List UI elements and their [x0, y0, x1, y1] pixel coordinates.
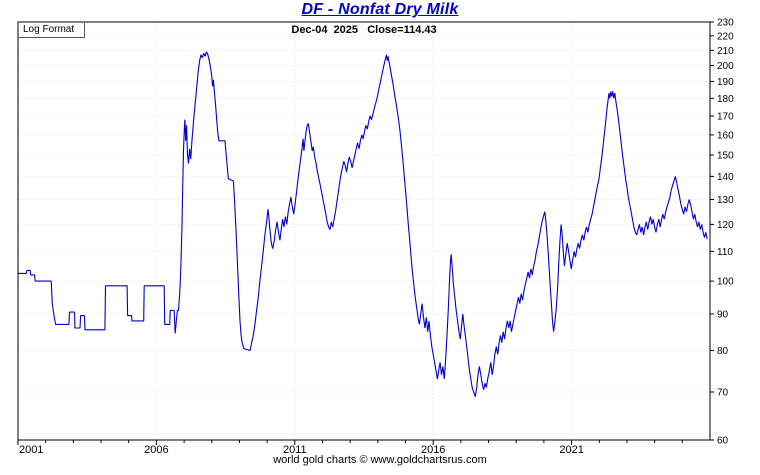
y-axis-label: 120	[717, 220, 734, 231]
x-axis-label: 2016	[421, 444, 445, 456]
footer-credit: world gold charts © www.goldchartsrus.co…	[273, 454, 487, 466]
y-axis-label: 170	[717, 112, 734, 123]
y-axis-label: 60	[717, 436, 729, 447]
x-axis-label: 2006	[144, 444, 168, 456]
y-axis-label: 150	[717, 151, 734, 162]
plot-border	[17, 21, 711, 441]
y-axis-label: 90	[717, 309, 729, 320]
y-axis-label: 200	[717, 61, 734, 72]
x-axis-label: 2001	[19, 444, 43, 456]
chart-subtitle: Dec-04 2025 Close=114.43	[291, 24, 437, 36]
x-axis-label: 2011	[283, 444, 307, 456]
plot-area	[18, 22, 710, 440]
y-axis-label: 130	[717, 195, 734, 206]
y-axis-label: 140	[717, 172, 734, 183]
y-axis-label: 100	[717, 277, 734, 288]
y-axis-label: 70	[717, 388, 729, 399]
y-axis-label: 190	[717, 77, 734, 88]
y-axis-label: 110	[717, 247, 733, 258]
scale-label: Log Format	[19, 23, 86, 38]
y-axis-label: 180	[717, 94, 734, 105]
price-line	[18, 51, 708, 397]
chart-title: DF - Nonfat Dry Milk	[301, 1, 459, 18]
y-axis-label: 160	[717, 130, 734, 141]
y-axis-label: 230	[717, 18, 734, 29]
y-axis-label: 210	[717, 46, 734, 57]
y-axis-label: 80	[717, 346, 729, 357]
y-axis-label: 220	[717, 31, 734, 42]
x-axis-label: 2021	[559, 444, 583, 456]
